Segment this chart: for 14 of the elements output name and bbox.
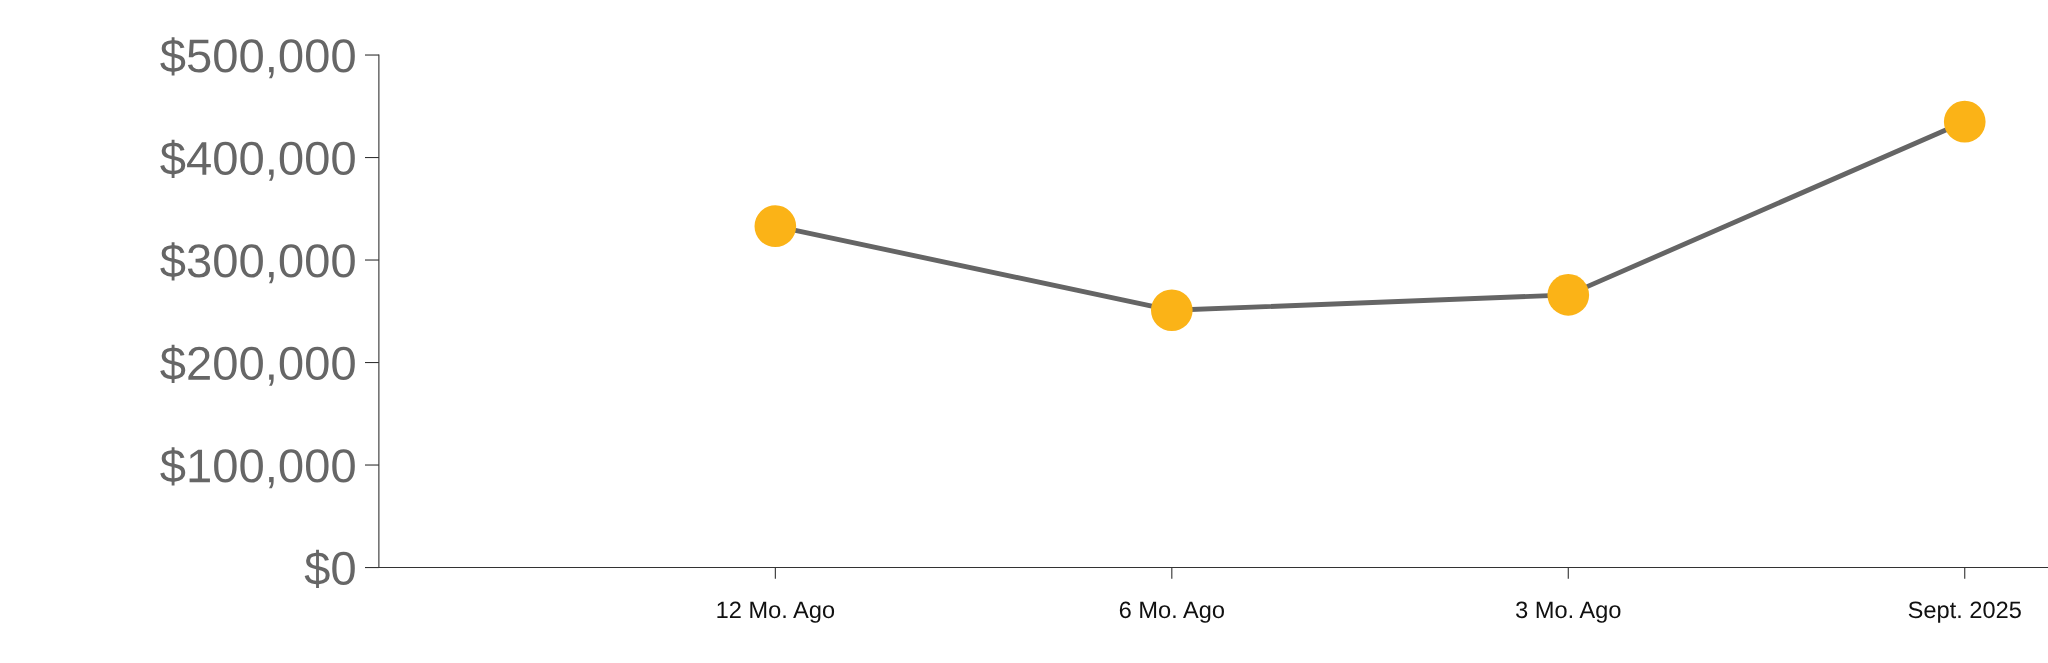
y-tick-label: $100,000 — [160, 447, 355, 489]
x-tick-label: 12 Mo. Ago — [717, 601, 835, 623]
x-tick-label: 6 Mo. Ago — [1119, 601, 1224, 623]
point — [1150, 289, 1193, 332]
point — [1547, 274, 1590, 316]
y-tick-label: $300,000 — [160, 242, 355, 284]
x-tick-label: Sept. 2025 — [1908, 601, 2021, 623]
y-tick-label: $0 — [304, 549, 355, 588]
point — [1943, 100, 1986, 143]
y-tick-label: $200,000 — [160, 344, 355, 386]
y-tick-label: $400,000 — [160, 139, 355, 181]
x-tick-label: 3 Mo. Ago — [1516, 601, 1621, 623]
point — [754, 205, 797, 248]
y-tick-label: $500,000 — [160, 37, 355, 79]
